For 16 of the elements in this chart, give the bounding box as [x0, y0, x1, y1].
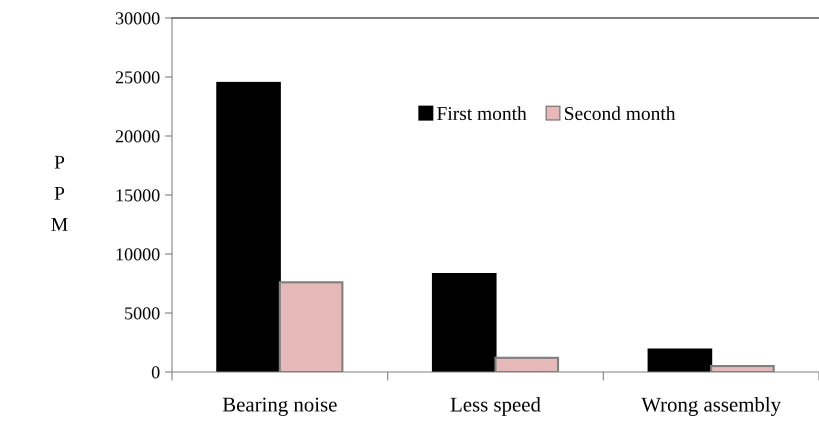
- x-tick-label: Bearing noise: [222, 398, 337, 416]
- bar: [432, 273, 497, 372]
- y-tick-label: 25000: [116, 71, 160, 84]
- legend-label: Second month: [564, 106, 676, 120]
- legend-label: First month: [437, 106, 526, 120]
- bar: [216, 82, 281, 372]
- x-tick-label: Wrong assembly: [641, 397, 781, 416]
- y-tick-label: 20000: [116, 130, 160, 142]
- x-tick-label: Less speed: [450, 397, 541, 416]
- y-tick-label: 5000: [125, 307, 160, 320]
- y-tick-label: 30000: [116, 12, 160, 24]
- y-axis-title: P P M: [51, 156, 68, 231]
- y-tick-label: 15000: [116, 189, 160, 202]
- y-tick-label: 10000: [116, 248, 160, 260]
- y-tick-label: 0: [152, 366, 160, 378]
- bar: [648, 348, 712, 372]
